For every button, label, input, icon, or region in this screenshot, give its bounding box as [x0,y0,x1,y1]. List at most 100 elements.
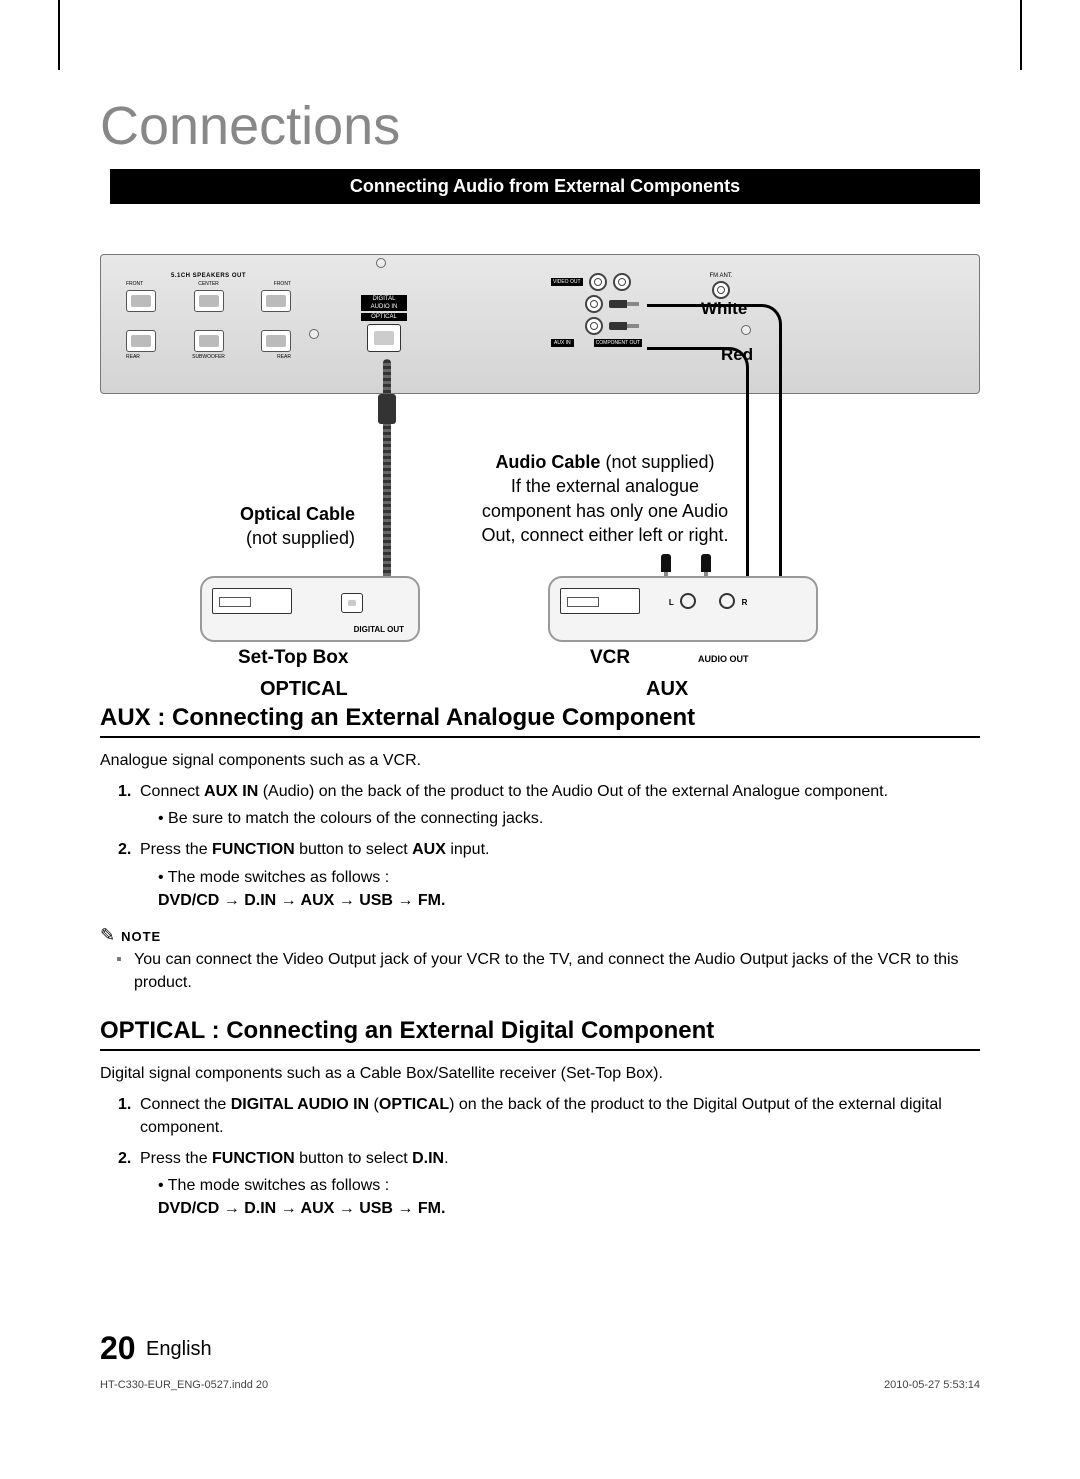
fm-jack [712,281,730,299]
optical-cable-title: Optical Cable [240,504,355,524]
optical-step-2-sub: The mode switches as follows : [158,1174,980,1197]
aux-lead-text: Analogue signal components such as a VCR… [100,752,980,770]
optical-plug-icon [378,394,396,424]
print-file: HT-C330-EUR_ENG-0527.indd 20 [100,1379,268,1391]
speaker-label: CENTER [198,281,219,287]
video-out-label: VIDEO OUT [551,278,583,286]
aux-note-block: ✎NOTE You can connect the Video Output j… [100,922,980,995]
screw-icon [376,258,386,268]
print-metadata: HT-C330-EUR_ENG-0527.indd 20 2010-05-27 … [100,1379,980,1391]
section-banner: Connecting Audio from External Component… [110,169,980,204]
step-text-mid: button to select [295,1150,412,1167]
step-text-post: input. [446,841,490,858]
mode-chain: DVD/CD → D.IN → AUX → USB → FM. [140,889,980,912]
audio-cable-line1: If the external analogue [511,476,699,496]
digital-label: DIGITAL [361,295,407,303]
aux-step-1: 1. Connect AUX IN (Audio) on the back of… [118,780,980,830]
speaker-label: SUBWOOFER [192,354,225,360]
set-top-box-device: DIGITAL OUT [200,576,420,642]
aux-step-1-sub: Be sure to match the colours of the conn… [158,807,980,830]
rca-plug-icon [609,320,639,332]
speaker-label: FRONT [274,281,291,287]
rca-jack [585,317,603,335]
step-text-bold: DIGITAL AUDIO IN [231,1096,369,1113]
receiver-back-panel: 5.1CH SPEAKERS OUT FRONT CENTER FRONT [100,254,980,394]
rca-jack [613,273,631,291]
speakers-header-label: 5.1CH SPEAKERS OUT [126,273,291,279]
digital-audio-in-section: DIGITAL AUDIO IN OPTICAL [361,295,407,352]
screw-icon [309,329,319,339]
step-text-pre: Connect [140,783,204,800]
speaker-jack [194,330,224,352]
optical-step-2-sublist: The mode switches as follows : [140,1174,980,1197]
device-icon [560,588,640,614]
mode-chain: DVD/CD → D.IN → AUX → USB → FM. [140,1197,980,1220]
note-icon: ✎ [100,925,115,945]
page-title: Connections [100,95,980,157]
step-text-bold: OPTICAL [379,1096,449,1113]
optical-jack [367,324,401,352]
rca-plug-icon [609,298,639,310]
step-text-post: (Audio) on the back of the product to th… [258,783,888,800]
r-label: R [742,598,748,607]
rca-jack [589,273,607,291]
audio-cable-line2: component has only one Audio [482,501,728,521]
note-heading: NOTE [121,929,161,944]
l-label: L [669,598,674,607]
digital-out-label: DIGITAL OUT [354,625,404,634]
audio-cable-line3: Out, connect either left or right. [481,525,728,545]
step-number: 1. [118,1093,131,1116]
speaker-jack [261,330,291,352]
device-icon [212,588,292,614]
optical-big-label: OPTICAL [260,678,348,701]
step-text-pre: Press the [140,1150,212,1167]
vcr-device: L R [548,576,818,642]
speaker-label: REAR [126,354,140,360]
speakers-out-section: 5.1CH SPEAKERS OUT FRONT CENTER FRONT [126,273,291,360]
aux-step-2-sub: The mode switches as follows : [158,866,980,889]
aux-steps-list: 1. Connect AUX IN (Audio) on the back of… [100,780,980,912]
step-text-pre: Connect the [140,1096,231,1113]
print-timestamp: 2010-05-27 5:53:14 [884,1379,980,1391]
step-text-bold: D.IN [412,1150,444,1167]
step-number: 2. [118,1147,131,1170]
audio-in-label: AUDIO IN [361,303,407,311]
page-number: 20 [100,1330,136,1367]
optical-cable-note: (not supplied) [246,528,355,548]
optical-jack [341,593,363,613]
optical-step-1: 1. Connect the DIGITAL AUDIO IN (OPTICAL… [118,1093,980,1139]
aux-step-1-sublist: Be sure to match the colours of the conn… [140,807,980,830]
vcr-label: VCR [590,647,630,669]
aux-big-label: AUX [646,678,688,701]
step-number: 1. [118,780,131,803]
step-text-bold: AUX [412,841,446,858]
speaker-jack [261,290,291,312]
manual-page: Connections Connecting Audio from Extern… [0,0,1080,1441]
optical-steps-list: 1. Connect the DIGITAL AUDIO IN (OPTICAL… [100,1093,980,1221]
step-number: 2. [118,838,131,861]
optical-label: OPTICAL [361,313,407,321]
audio-cable-caption: Audio Cable (not supplied) If the extern… [470,450,740,547]
optical-lead-text: Digital signal components such as a Cabl… [100,1065,980,1083]
step-text-bold: FUNCTION [212,841,295,858]
speaker-jack [126,290,156,312]
speaker-jack [126,330,156,352]
rca-jack [719,593,735,609]
speaker-label: FRONT [126,281,143,287]
set-top-box-label: Set-Top Box [238,647,348,669]
page-footer: 20 English [100,1330,980,1367]
optical-step-2: 2. Press the FUNCTION button to select D… [118,1147,980,1221]
rca-jack [585,295,603,313]
aux-section-heading: AUX : Connecting an External Analogue Co… [100,704,980,738]
step-text-bold: AUX IN [204,783,258,800]
fm-ant-label: FM ANT. [709,273,732,279]
aux-step-2: 2. Press the FUNCTION button to select A… [118,838,980,912]
page-language: English [146,1338,212,1360]
aux-step-2-sublist: The mode switches as follows : [140,866,980,889]
speaker-label: REAR [277,354,291,360]
audio-cable-note: (not supplied) [605,452,714,472]
component-out-label: COMPONENT OUT [594,339,642,347]
optical-section-heading: OPTICAL : Connecting an External Digital… [100,1017,980,1051]
speaker-jack [194,290,224,312]
step-text-mid: button to select [295,841,412,858]
